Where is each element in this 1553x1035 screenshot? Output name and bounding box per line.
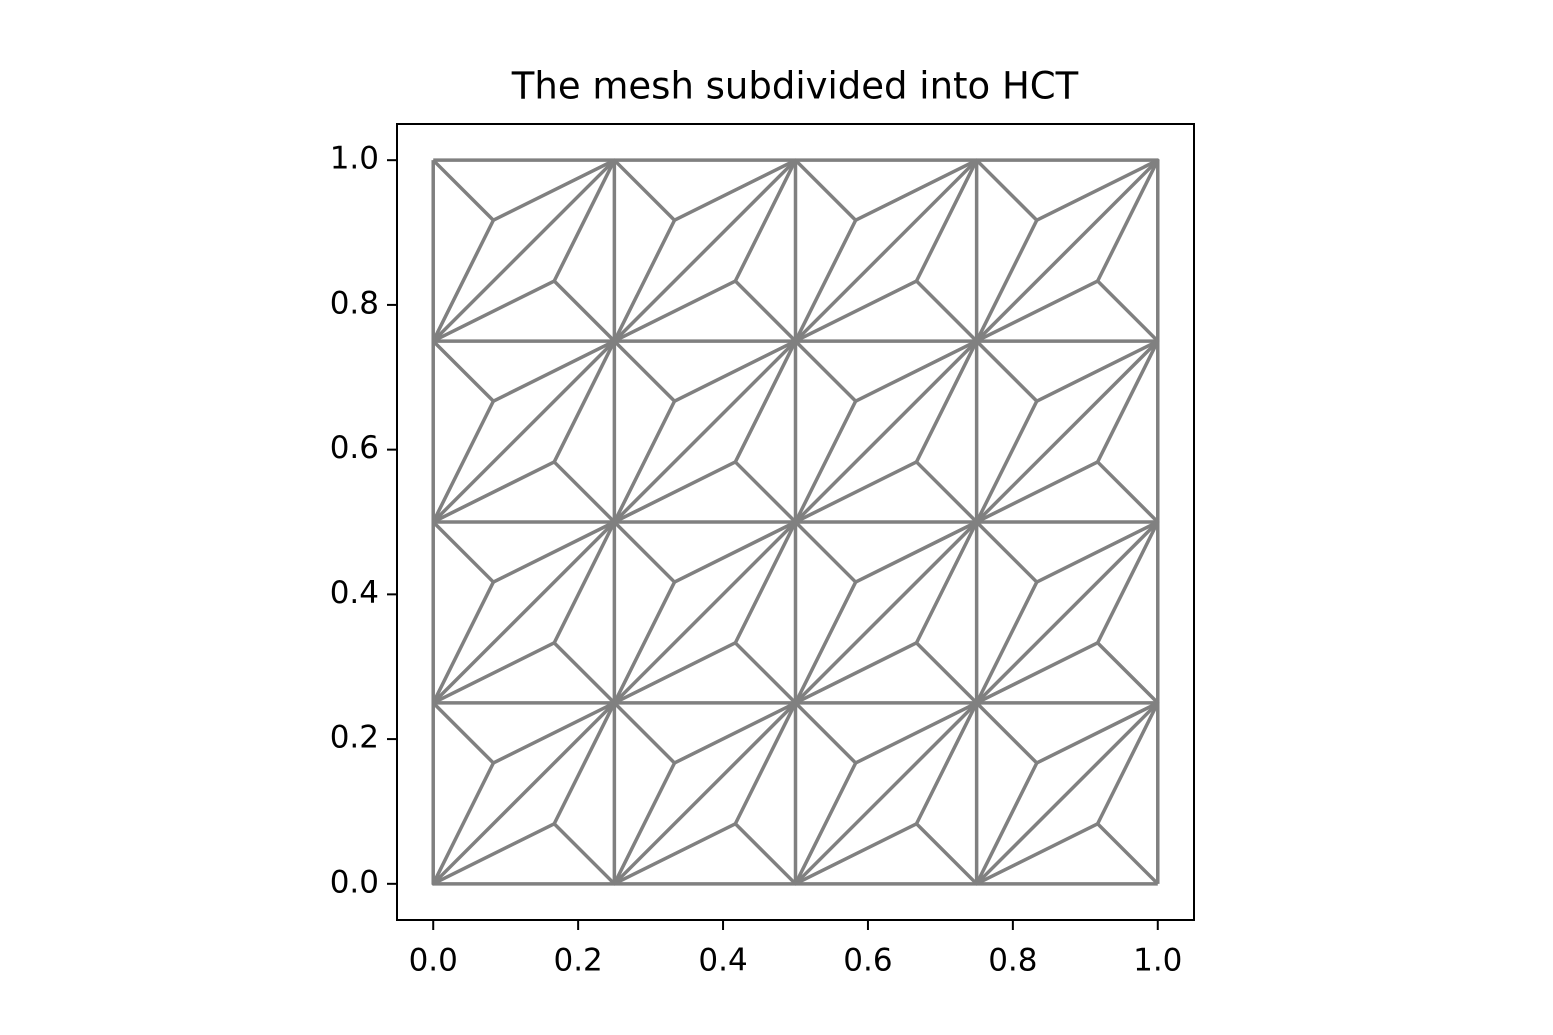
y-tick-label: 0.2 [330, 720, 379, 756]
mesh-edge [613, 339, 1160, 886]
mesh-edge [1035, 158, 1160, 282]
mesh-edge [431, 158, 616, 343]
x-tick-label: 0.2 [553, 943, 602, 979]
chart-title: The mesh subdivided into HCT [511, 65, 1079, 108]
mesh-edge [974, 158, 1160, 343]
mesh-edge [793, 701, 978, 886]
mesh-edge [974, 701, 1160, 886]
y-tick-label: 1.0 [330, 141, 379, 177]
mesh-edge [612, 701, 797, 886]
mesh-edge [974, 339, 1160, 524]
mesh-edge [793, 339, 978, 524]
mesh-edge [431, 701, 616, 886]
y-tick-label: 0.4 [330, 575, 379, 611]
y-tick-label: 0.6 [330, 430, 379, 466]
mesh-edge [612, 339, 797, 524]
mesh-edge [431, 158, 978, 705]
x-tick-label: 0.4 [698, 943, 747, 979]
x-tick-label: 0.0 [409, 943, 458, 979]
plot-frame [396, 123, 1195, 921]
mesh-edge [431, 158, 616, 343]
mesh-edge [975, 701, 1160, 886]
y-tick-label: 0.0 [330, 864, 379, 900]
mesh-edge [793, 158, 978, 343]
mesh-edge [612, 520, 797, 705]
x-tick-label: 0.6 [843, 943, 892, 979]
mesh-edge [431, 520, 616, 705]
mesh-edge [793, 520, 978, 705]
mesh-edge [431, 339, 616, 524]
x-tick-label: 0.8 [988, 943, 1037, 979]
x-tick-label: 1.0 [1133, 943, 1182, 979]
y-tick-label: 0.8 [330, 285, 379, 321]
mesh-edge [974, 520, 1160, 705]
mesh-edge [612, 158, 797, 343]
